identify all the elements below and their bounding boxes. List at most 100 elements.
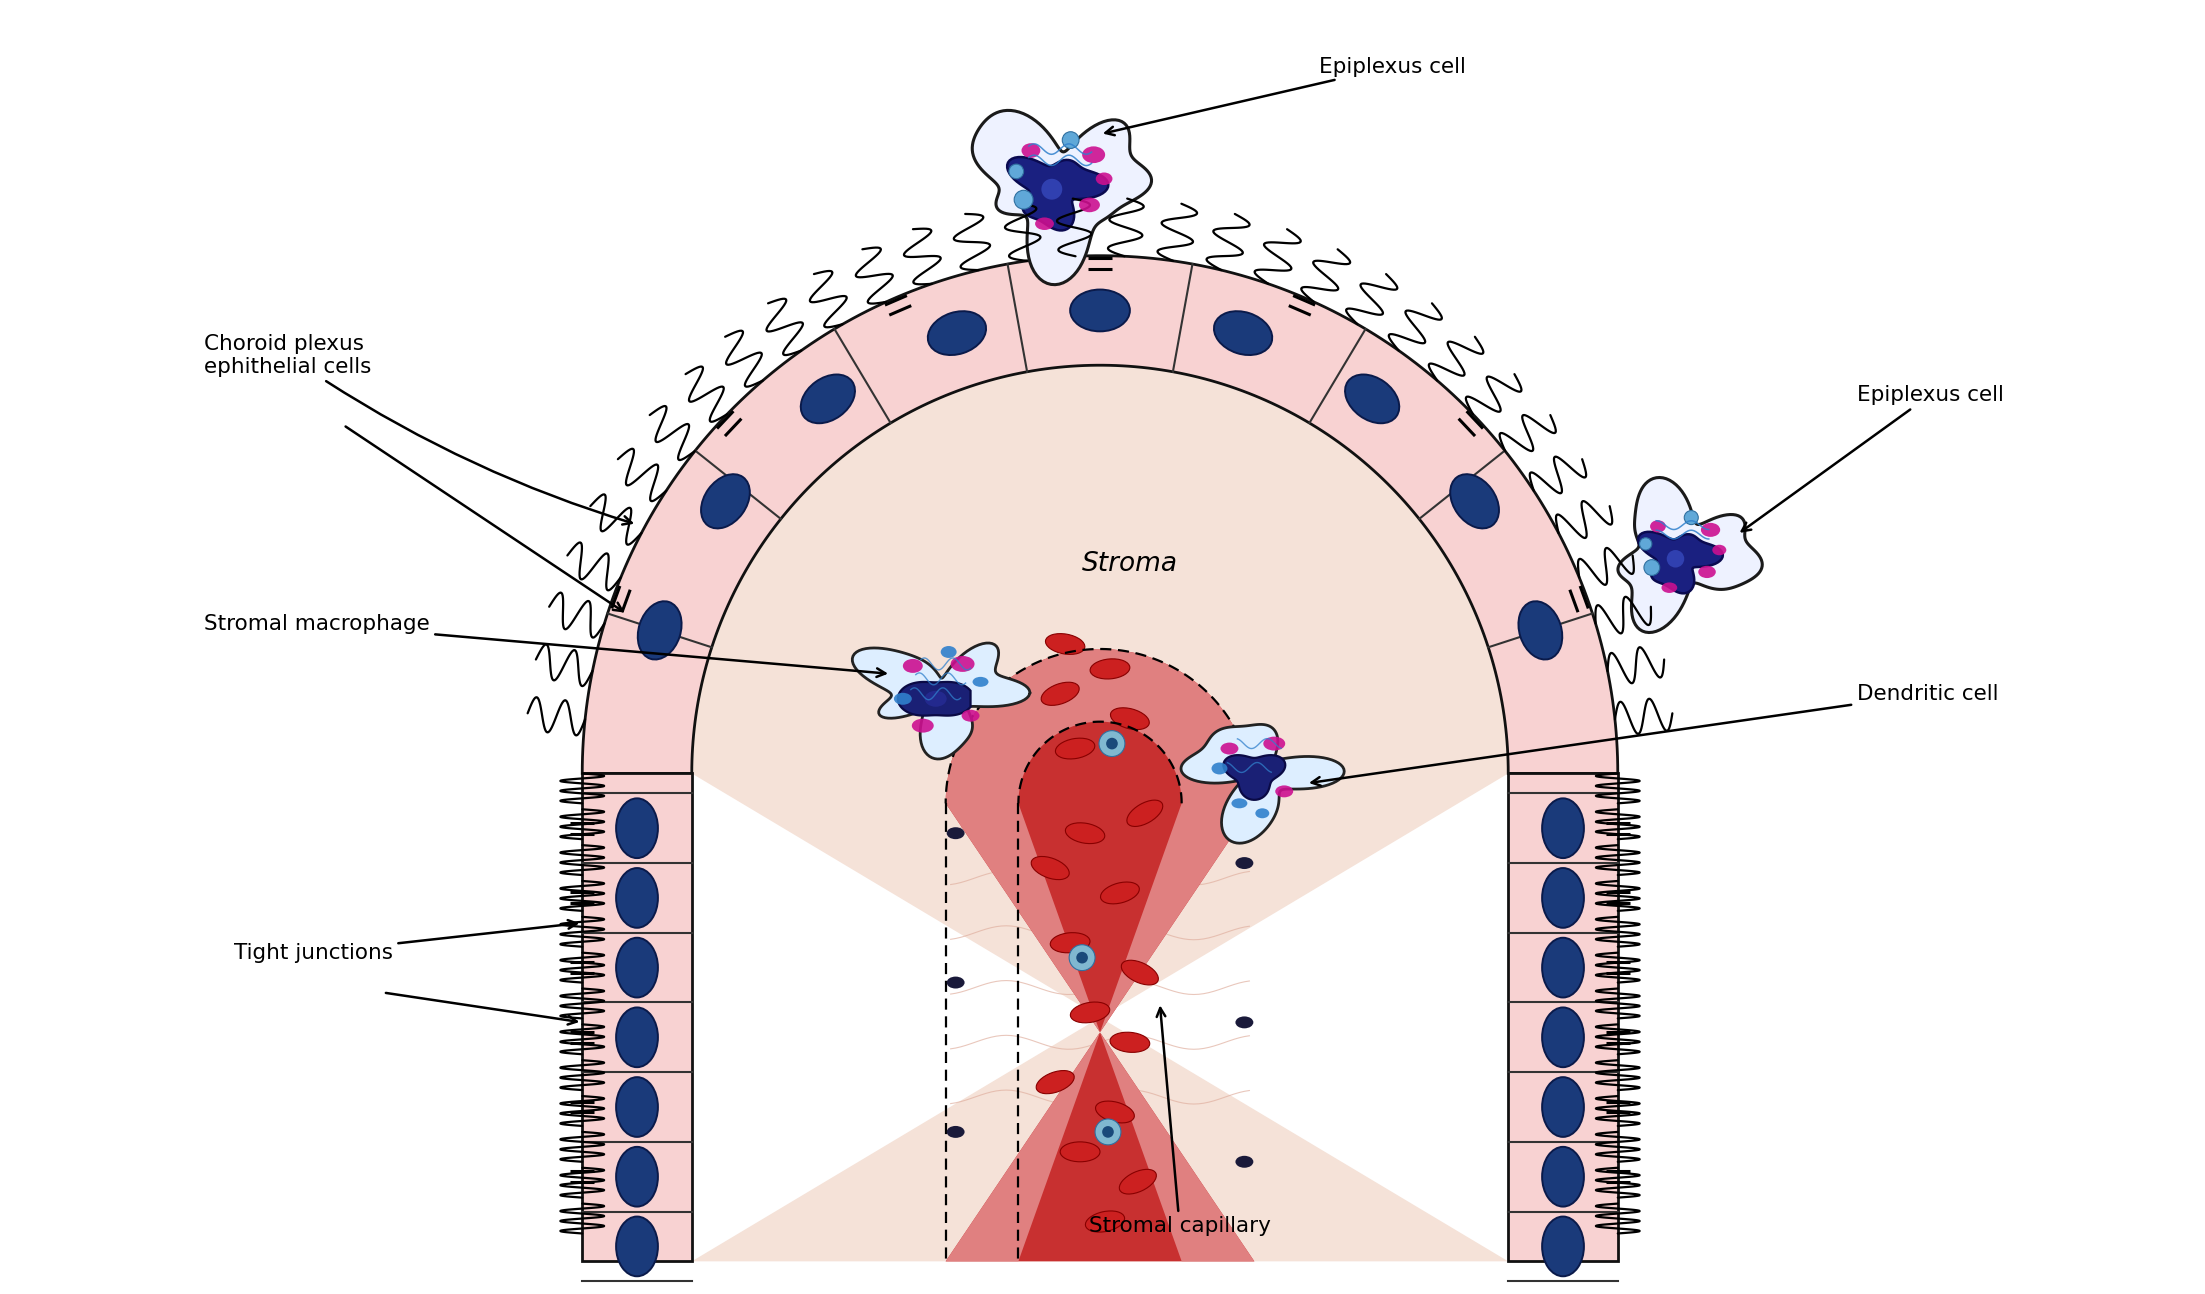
Ellipse shape: [1078, 198, 1100, 212]
Ellipse shape: [1541, 1146, 1583, 1206]
Polygon shape: [1008, 157, 1109, 230]
Ellipse shape: [1036, 1070, 1074, 1093]
Ellipse shape: [637, 602, 681, 660]
Ellipse shape: [615, 1077, 657, 1137]
Ellipse shape: [1222, 743, 1239, 754]
Ellipse shape: [1541, 1077, 1583, 1137]
Ellipse shape: [1065, 823, 1105, 844]
Ellipse shape: [913, 718, 933, 732]
Circle shape: [1667, 550, 1685, 568]
Ellipse shape: [1056, 738, 1096, 760]
Ellipse shape: [1211, 762, 1228, 774]
Polygon shape: [1508, 774, 1618, 1262]
Ellipse shape: [1127, 800, 1162, 827]
Ellipse shape: [1541, 1216, 1583, 1276]
Ellipse shape: [1096, 1101, 1133, 1123]
Ellipse shape: [893, 692, 913, 705]
Text: Stromal capillary: Stromal capillary: [1089, 1008, 1270, 1237]
Ellipse shape: [615, 1146, 657, 1206]
Ellipse shape: [946, 977, 964, 989]
Circle shape: [1041, 179, 1063, 199]
Ellipse shape: [1021, 144, 1041, 158]
Text: Choroid plexus
ephithelial cells: Choroid plexus ephithelial cells: [203, 334, 631, 524]
Ellipse shape: [615, 938, 657, 998]
Ellipse shape: [1451, 474, 1499, 528]
Text: Stromal macrophage: Stromal macrophage: [203, 615, 886, 677]
Ellipse shape: [1230, 798, 1248, 809]
Ellipse shape: [1519, 602, 1563, 660]
Polygon shape: [1182, 725, 1345, 844]
Ellipse shape: [1034, 217, 1054, 230]
Circle shape: [1076, 952, 1087, 964]
Ellipse shape: [1345, 374, 1400, 423]
Circle shape: [1069, 945, 1096, 970]
Ellipse shape: [701, 474, 750, 528]
Text: Epiplexus cell: Epiplexus cell: [1105, 57, 1466, 135]
Ellipse shape: [1096, 172, 1114, 185]
Ellipse shape: [1041, 682, 1078, 705]
Ellipse shape: [1663, 582, 1678, 593]
Polygon shape: [582, 774, 692, 1262]
Ellipse shape: [1235, 1156, 1252, 1167]
Text: Epiplexus cell: Epiplexus cell: [1742, 386, 2004, 532]
Polygon shape: [972, 110, 1151, 285]
Polygon shape: [1638, 532, 1722, 594]
Circle shape: [1645, 560, 1660, 576]
Polygon shape: [853, 643, 1030, 760]
Ellipse shape: [1649, 520, 1665, 533]
Ellipse shape: [1089, 659, 1129, 679]
Ellipse shape: [946, 1126, 964, 1137]
Ellipse shape: [615, 1008, 657, 1068]
Ellipse shape: [928, 311, 986, 355]
Ellipse shape: [942, 646, 957, 657]
Circle shape: [1014, 190, 1032, 210]
Ellipse shape: [1111, 708, 1149, 730]
Ellipse shape: [615, 798, 657, 858]
Ellipse shape: [1713, 545, 1727, 555]
Ellipse shape: [615, 1216, 657, 1276]
Circle shape: [1107, 738, 1118, 749]
Ellipse shape: [615, 868, 657, 928]
Circle shape: [1010, 164, 1023, 179]
Polygon shape: [946, 650, 1255, 1262]
Polygon shape: [582, 256, 1618, 774]
Ellipse shape: [1109, 1033, 1149, 1052]
Polygon shape: [1618, 477, 1762, 633]
Ellipse shape: [1541, 938, 1583, 998]
Ellipse shape: [902, 659, 922, 673]
Polygon shape: [946, 650, 1255, 1262]
Ellipse shape: [1083, 146, 1105, 163]
Ellipse shape: [1061, 1141, 1100, 1162]
Circle shape: [1102, 1126, 1114, 1137]
Ellipse shape: [1541, 868, 1583, 928]
Ellipse shape: [800, 374, 856, 423]
Ellipse shape: [1698, 565, 1715, 578]
Ellipse shape: [961, 709, 979, 722]
Ellipse shape: [972, 677, 988, 687]
Ellipse shape: [1263, 736, 1286, 751]
Circle shape: [1641, 538, 1652, 550]
Text: Tight junctions: Tight junctions: [234, 920, 578, 963]
Circle shape: [1063, 132, 1078, 149]
Ellipse shape: [924, 691, 946, 707]
Circle shape: [1096, 1119, 1120, 1145]
Ellipse shape: [1032, 857, 1069, 880]
Ellipse shape: [1069, 290, 1129, 331]
Ellipse shape: [1274, 785, 1292, 797]
Ellipse shape: [1215, 311, 1272, 355]
Polygon shape: [692, 365, 1508, 1262]
Circle shape: [1685, 511, 1698, 524]
Ellipse shape: [1050, 933, 1089, 952]
Ellipse shape: [1120, 1170, 1155, 1194]
Ellipse shape: [1700, 523, 1720, 537]
Polygon shape: [897, 682, 970, 716]
Circle shape: [1098, 731, 1125, 757]
Ellipse shape: [946, 827, 964, 840]
Ellipse shape: [1541, 1008, 1583, 1068]
Text: Stroma: Stroma: [1083, 551, 1177, 577]
Ellipse shape: [1045, 634, 1085, 655]
Ellipse shape: [1255, 809, 1270, 818]
Ellipse shape: [950, 656, 975, 672]
Ellipse shape: [1235, 857, 1252, 870]
Text: Dendritic cell: Dendritic cell: [1312, 683, 1998, 785]
